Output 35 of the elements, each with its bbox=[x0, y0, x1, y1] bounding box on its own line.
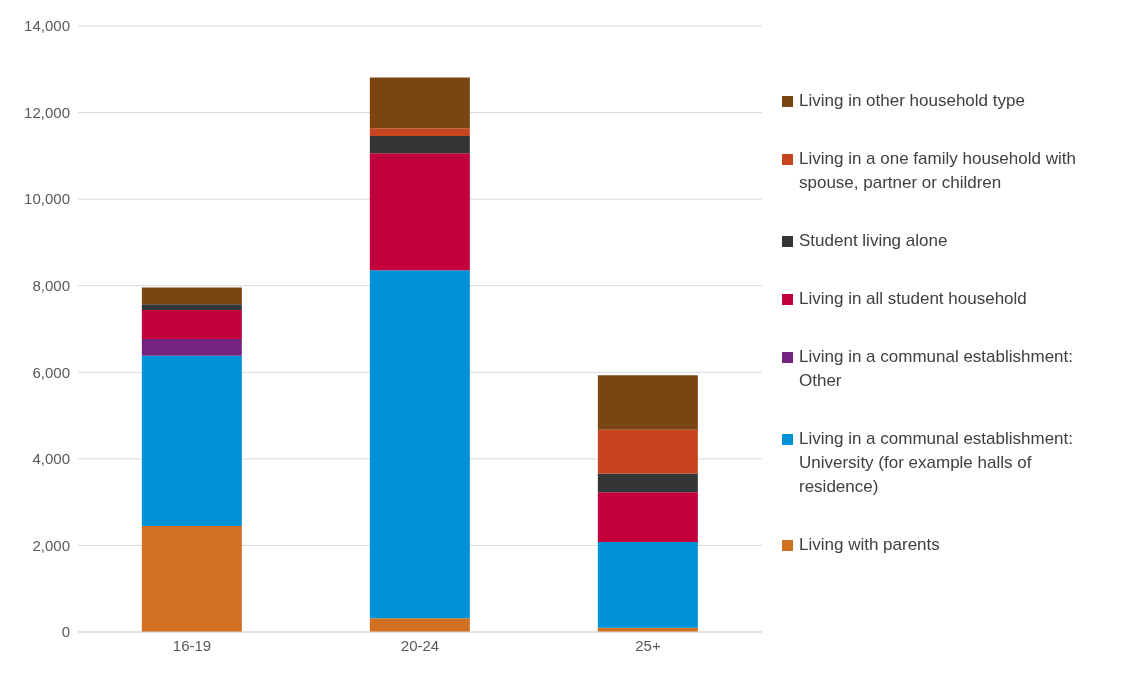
legend-label: Living in a one family household with spouse, partner or children bbox=[799, 148, 1077, 194]
bar bbox=[141, 304, 242, 310]
legend-label: Living in all student household bbox=[799, 288, 1027, 310]
legend-label: Living in a communal establishment: Other bbox=[799, 346, 1075, 392]
bar bbox=[597, 492, 698, 542]
legend-label: Living in other household type bbox=[799, 90, 1025, 112]
legend-label: Student living alone bbox=[799, 230, 948, 252]
bar bbox=[141, 338, 242, 356]
legend-label: Living in a communal establishment: University (for example halls of residence) bbox=[799, 428, 1075, 498]
bar bbox=[597, 429, 698, 474]
bar bbox=[597, 541, 698, 628]
bar bbox=[369, 128, 470, 136]
bar bbox=[141, 287, 242, 305]
x-tick-label: 16-19 bbox=[172, 636, 212, 654]
x-tick-label: 25+ bbox=[635, 636, 661, 654]
bar bbox=[369, 77, 470, 129]
y-tick-label: 8,000 bbox=[32, 277, 70, 295]
bar bbox=[369, 135, 470, 154]
bar bbox=[141, 355, 242, 526]
bar bbox=[597, 473, 698, 493]
y-tick-label: 6,000 bbox=[32, 363, 70, 381]
bar bbox=[141, 525, 242, 632]
x-tick-label: 20-24 bbox=[400, 636, 440, 654]
y-tick-label: 2,000 bbox=[32, 536, 70, 554]
legend-label: Living with parents bbox=[799, 534, 940, 556]
bar bbox=[141, 309, 242, 339]
bar bbox=[369, 270, 470, 619]
bar bbox=[369, 618, 470, 632]
bar bbox=[597, 375, 698, 430]
y-tick-label: 0 bbox=[61, 623, 70, 641]
y-tick-label: 10,000 bbox=[24, 190, 70, 208]
y-tick-label: 14,000 bbox=[24, 17, 70, 35]
y-tick-label: 4,000 bbox=[32, 450, 70, 468]
bar bbox=[369, 153, 470, 271]
y-tick-label: 12,000 bbox=[24, 103, 70, 121]
